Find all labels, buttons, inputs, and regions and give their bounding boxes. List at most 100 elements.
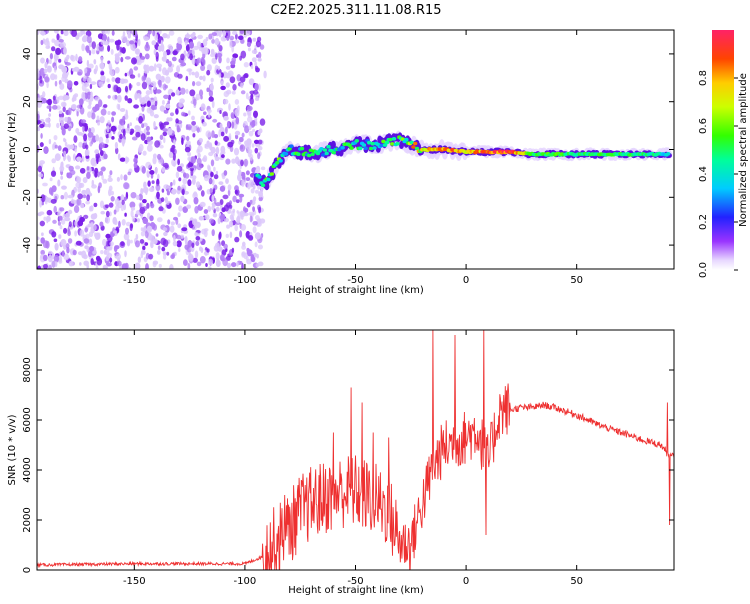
noise-speckle [210, 159, 215, 167]
noise-speckle [191, 115, 195, 121]
noise-speckle [225, 82, 230, 88]
noise-speckle [72, 153, 76, 162]
y-tick-label: 8000 [22, 357, 33, 382]
noise-speckle [223, 91, 229, 98]
noise-speckle [254, 147, 259, 154]
noise-speckle [206, 248, 210, 253]
noise-speckle [254, 232, 261, 240]
noise-speckle [196, 58, 200, 66]
noise-speckle [185, 124, 189, 131]
noise-speckle [167, 66, 174, 73]
noise-speckle [176, 65, 181, 73]
noise-speckle [185, 239, 188, 245]
noise-speckle [162, 253, 167, 260]
noise-speckle [62, 213, 67, 219]
noise-speckle [37, 101, 42, 108]
colorbar-tick-label: 0.2 [698, 214, 709, 230]
noise-speckle [121, 199, 125, 206]
noise-speckle [96, 257, 103, 266]
noise-speckle [50, 198, 57, 204]
noise-speckle [245, 255, 249, 262]
noise-speckle [98, 136, 104, 144]
noise-speckle [247, 116, 253, 123]
noise-speckle [119, 78, 126, 84]
noise-speckle [111, 30, 115, 36]
noise-speckle [154, 33, 158, 41]
noise-speckle [50, 260, 56, 268]
noise-speckle [219, 123, 223, 129]
noise-speckle [88, 100, 92, 106]
signal-peak [358, 146, 363, 151]
noise-speckle [229, 41, 233, 48]
noise-speckle [75, 53, 78, 62]
noise-speckle [226, 57, 230, 64]
noise-speckle [53, 30, 59, 34]
noise-speckle [40, 249, 45, 256]
noise-speckle [53, 135, 58, 141]
x-tick-label: -150 [123, 275, 146, 286]
noise-speckle [67, 230, 71, 237]
noise-speckle [234, 236, 240, 243]
noise-speckle [231, 30, 238, 35]
noise-speckle [114, 55, 120, 63]
noise-speckle [79, 107, 85, 115]
noise-speckle [93, 232, 97, 237]
signal-peak [354, 139, 359, 143]
noise-speckle [176, 125, 180, 133]
noise-speckle [131, 43, 136, 52]
noise-speckle [259, 118, 266, 126]
noise-speckle [143, 36, 149, 41]
noise-speckle [241, 210, 246, 218]
noise-speckle [90, 81, 97, 85]
noise-speckle [246, 201, 251, 208]
noise-speckle [67, 80, 73, 88]
noise-speckle [211, 32, 217, 37]
noise-speckle [123, 196, 127, 201]
noise-speckle [67, 238, 73, 244]
noise-speckle [61, 122, 64, 127]
noise-speckle [122, 139, 125, 147]
noise-speckle [145, 125, 150, 132]
noise-speckle [191, 242, 195, 248]
noise-speckle [231, 262, 237, 268]
noise-speckle [122, 129, 126, 137]
noise-speckle [75, 165, 81, 170]
noise-speckle [145, 90, 151, 96]
noise-speckle [82, 194, 87, 199]
noise-speckle [50, 170, 57, 177]
noise-speckle [62, 72, 68, 79]
noise-speckle [171, 56, 177, 62]
noise-speckle [79, 167, 86, 174]
noise-speckle [227, 30, 231, 38]
colorbar-gradient [712, 30, 734, 270]
noise-speckle [165, 103, 171, 109]
noise-speckle [91, 41, 97, 49]
noise-speckle [105, 233, 111, 239]
noise-speckle [156, 63, 163, 69]
noise-speckle [181, 188, 185, 196]
signal-peak [361, 143, 367, 147]
noise-speckle [257, 51, 262, 59]
noise-speckle [144, 230, 149, 239]
noise-speckle [99, 63, 103, 68]
noise-speckle [150, 173, 154, 179]
noise-speckle [178, 177, 182, 182]
noise-speckle [81, 156, 85, 162]
noise-speckle [57, 211, 61, 217]
noise-speckle [60, 195, 65, 200]
noise-speckle [227, 184, 232, 191]
signal-peak [296, 152, 301, 156]
signal-peak [666, 152, 671, 156]
noise-speckle [190, 168, 194, 176]
noise-speckle [123, 203, 126, 211]
noise-speckle [137, 256, 142, 263]
noise-speckle [142, 150, 147, 156]
noise-speckle [55, 47, 62, 56]
noise-speckle [158, 206, 164, 212]
noise-speckle [140, 56, 146, 60]
noise-speckle [40, 57, 45, 64]
noise-speckle [203, 111, 207, 115]
noise-speckle [63, 191, 68, 200]
noise-speckle [247, 182, 251, 190]
noise-speckle [135, 240, 140, 248]
